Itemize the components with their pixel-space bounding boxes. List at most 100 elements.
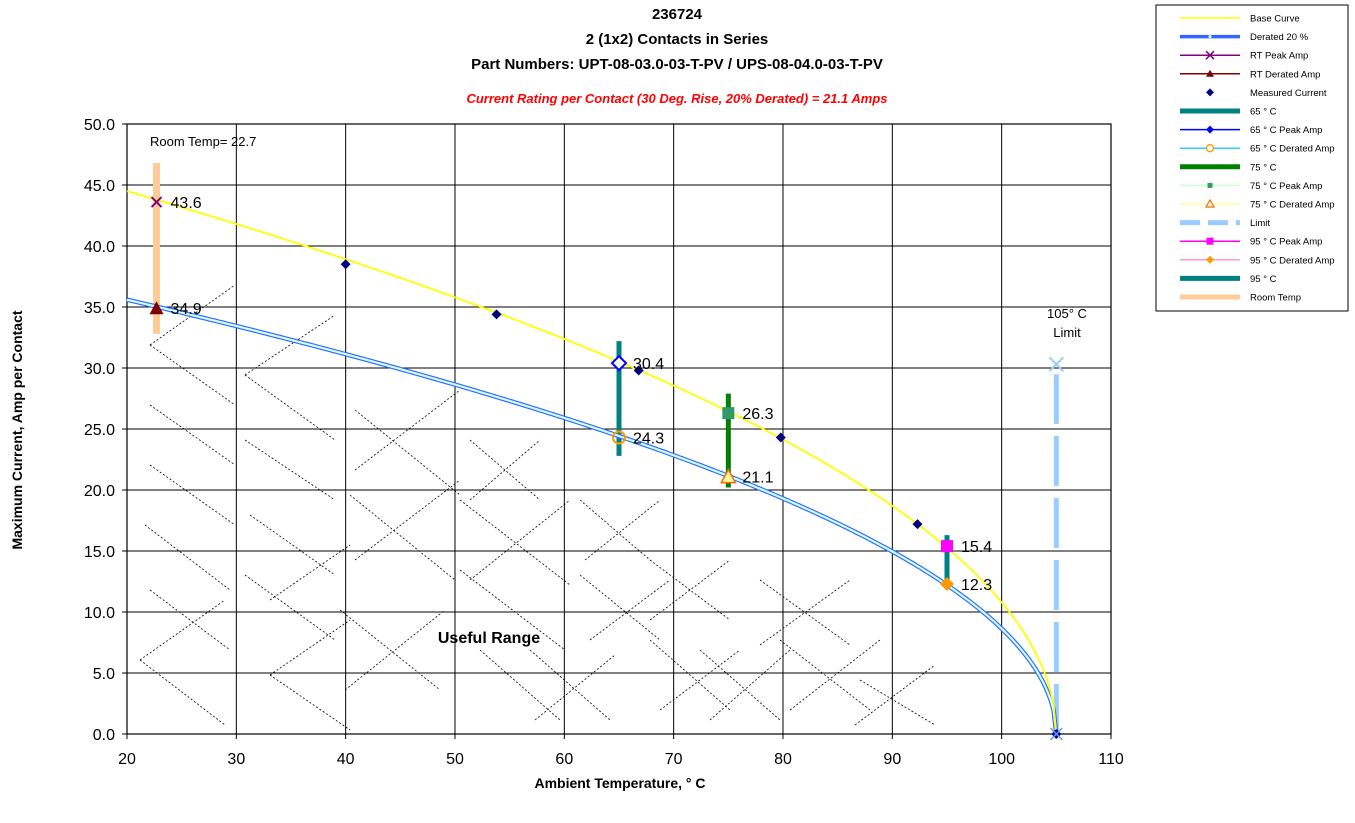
point-rt-peak-amp: 43.6	[150, 195, 202, 212]
legend-label: Room Temp	[1250, 293, 1301, 304]
hatch-line	[534, 654, 616, 721]
y-tick-label: 35.0	[84, 300, 115, 317]
y-tick-label: 30.0	[84, 361, 115, 378]
useful-range-label: Useful Range	[438, 630, 540, 647]
data-label: 24.3	[633, 431, 664, 448]
legend-label: Limit	[1250, 218, 1270, 229]
x-tick-label: 30	[227, 751, 245, 768]
hatch-line	[659, 649, 741, 711]
y-axis-label: Maximum Current, Amp per Contact	[9, 310, 25, 549]
hatch-line	[759, 579, 851, 646]
legend-item: Base Curve	[1180, 14, 1300, 25]
x-tick-label: 60	[555, 751, 573, 768]
legend-label: 75 ° C	[1250, 162, 1277, 173]
hatch-line	[149, 464, 236, 526]
hatch-line	[244, 374, 336, 441]
legend-label: RT Derated Amp	[1250, 69, 1320, 80]
y-tick-label: 50.0	[84, 117, 115, 134]
legend-item: 65 ° C Peak Amp	[1180, 125, 1322, 136]
legend-item: 75 ° C Derated Amp	[1180, 198, 1335, 211]
data-label: 21.1	[742, 470, 773, 487]
limit-annotation-line-2: Limit	[1053, 325, 1081, 340]
legend-swatch	[1206, 88, 1214, 97]
x-tick-label: 110	[1098, 751, 1124, 768]
measured-point	[912, 519, 923, 530]
y-tick-label: 45.0	[84, 178, 115, 195]
chart-title-line-2: 2 (1x2) Contacts in Series	[586, 31, 769, 48]
y-tick-label: 40.0	[84, 239, 115, 256]
measured-point	[633, 365, 644, 376]
room-temp-annotation: Room Temp= 22.7	[150, 134, 256, 149]
point-65-c-peak-amp: 30.4	[610, 354, 664, 373]
x-tick-label: 40	[337, 751, 355, 768]
legend: Base Curve Derated 20 % RT Peak Amp RT Dera…	[1155, 4, 1349, 312]
zero-marker	[1049, 727, 1063, 741]
curves	[126, 190, 1059, 735]
y-tick-label: 15.0	[84, 544, 115, 561]
data-label: 34.9	[171, 301, 202, 318]
x-tick-label: 50	[446, 751, 464, 768]
y-tick-label: 10.0	[84, 605, 115, 622]
base-curve	[126, 190, 1058, 735]
legend-label: Measured Current	[1250, 88, 1327, 99]
legend-label: 65 ° C Peak Amp	[1250, 125, 1322, 136]
hatch-line	[469, 439, 541, 501]
measured-point	[775, 432, 786, 443]
x-tick-label: 80	[774, 751, 792, 768]
limit-marker	[1048, 356, 1065, 373]
legend-label: 95 ° C	[1250, 274, 1277, 285]
hatch-line	[249, 514, 336, 576]
hatch-line	[859, 679, 936, 726]
legend-item: Limit	[1180, 218, 1270, 229]
point-rt-derated-amp: 34.9	[149, 301, 202, 318]
point-75-c-peak-amp: 26.3	[722, 406, 774, 423]
legend-label: RT Peak Amp	[1250, 51, 1308, 62]
hatch-line	[139, 599, 226, 661]
useful-range-hatching	[139, 284, 936, 731]
hatch-line	[699, 649, 781, 721]
legend-item: 95 ° C Peak Amp	[1180, 237, 1322, 248]
hatch-line	[579, 574, 661, 641]
hatch-line	[854, 664, 936, 726]
legend-label: 65 ° C	[1250, 107, 1277, 118]
hatch-line	[269, 544, 351, 601]
hatch-line	[529, 649, 611, 721]
y-tick-label: 0.0	[93, 727, 115, 744]
y-axis-ticks: 0.0 5.0 10.0 15.0 20.0 25.0 30.0 35.0 40.0 45.0 50…	[84, 117, 127, 744]
hatch-line	[709, 649, 791, 721]
legend-item: 95 ° C Derated Amp	[1180, 255, 1335, 266]
point-95-c-peak-amp: 15.4	[941, 539, 992, 556]
data-label: 15.4	[961, 539, 992, 556]
hatch-line	[269, 619, 351, 676]
hatch-line	[144, 524, 231, 591]
hatch-line	[469, 439, 541, 501]
hatch-line	[779, 639, 871, 711]
legend-item: 95 ° C	[1180, 274, 1277, 285]
hatch-line	[354, 409, 461, 496]
legend-item: 65 ° C	[1180, 107, 1277, 118]
hatch-line	[579, 499, 651, 561]
data-label: 43.6	[171, 195, 202, 212]
hatch-line	[584, 499, 661, 561]
measured-point	[340, 259, 351, 270]
legend-label: 95 ° C Peak Amp	[1250, 237, 1322, 248]
chart-title-line-1: 236724	[652, 6, 703, 23]
legend-label: 65 ° C Derated Amp	[1250, 144, 1335, 155]
measured-current-series	[340, 259, 1063, 741]
point-75-c-derated-amp: 21.1	[720, 467, 774, 487]
measured-point	[491, 309, 502, 320]
x-tick-label: 70	[665, 751, 683, 768]
hatch-line	[269, 674, 351, 731]
point-95-c-derated-amp: 12.3	[940, 576, 992, 594]
legend-label: 75 ° C Derated Amp	[1250, 200, 1335, 211]
y-tick-label: 20.0	[84, 483, 115, 500]
x-tick-label: 90	[883, 751, 901, 768]
chart-title-line-3: Part Numbers: UPT-08-03.0-03-T-PV / UPS-…	[471, 56, 883, 73]
legend-label: Derated 20 %	[1250, 32, 1309, 43]
x-tick-label: 20	[118, 751, 136, 768]
chart-subtitle: Current Rating per Contact (30 Deg. Rise…	[466, 91, 887, 106]
legend-item: RT Derated Amp	[1180, 69, 1320, 80]
hatch-line	[339, 609, 441, 691]
hatch-line	[349, 494, 456, 581]
